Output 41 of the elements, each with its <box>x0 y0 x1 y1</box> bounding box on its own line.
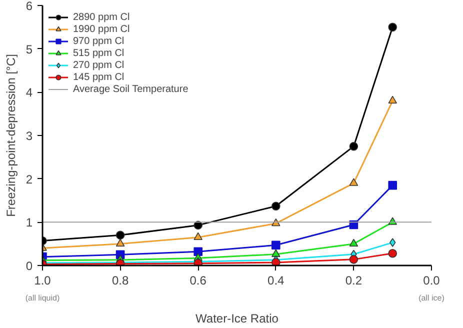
y-tick-label: 0 <box>26 259 33 273</box>
point <box>388 180 397 190</box>
text: (all liquid) <box>25 294 60 302</box>
point <box>388 96 397 104</box>
y-tick-label: 3 <box>26 129 33 143</box>
point <box>116 238 125 247</box>
point <box>272 202 280 211</box>
point <box>194 247 202 256</box>
x-tick-label: 0.4 <box>268 274 285 288</box>
point <box>388 248 397 258</box>
point <box>388 22 397 32</box>
y-axis-title: Freezing-point-depression [°C] <box>4 54 18 217</box>
legend-label: 2890 ppm Cl <box>73 11 130 23</box>
x-tick-label: 1.0 <box>34 274 52 288</box>
text: (all ice) <box>418 294 445 302</box>
y-tick-label: 6 <box>26 0 33 13</box>
x-axis-title: Water-Ice Ratio <box>196 312 279 326</box>
point <box>116 230 125 240</box>
y-tick-label: 2 <box>26 172 33 186</box>
legend-label: 970 ppm Cl <box>73 35 124 47</box>
y-tick-label: 4 <box>26 86 33 100</box>
point <box>272 240 280 250</box>
point <box>349 142 358 151</box>
point <box>349 255 358 264</box>
point <box>349 178 358 186</box>
legend-label: 145 ppm Cl <box>73 71 124 83</box>
point <box>390 238 396 247</box>
point <box>194 232 202 240</box>
x-tick-label: 0.8 <box>112 274 129 288</box>
point <box>272 258 280 266</box>
x-tick-label: 0.0 <box>423 274 440 288</box>
legend-label: 1990 ppm Cl <box>73 23 130 35</box>
y-tick-label: 1 <box>26 216 33 230</box>
point <box>349 238 358 247</box>
point <box>272 249 280 257</box>
legend-label: 270 ppm Cl <box>73 59 124 71</box>
y-tick-label: 5 <box>26 42 33 56</box>
legend-label: 515 ppm Cl <box>73 47 124 59</box>
x-tick-label: 0.6 <box>190 274 207 288</box>
legend-label: Average Soil Temperature <box>73 83 188 95</box>
x-tick-label: 0.2 <box>345 274 362 288</box>
